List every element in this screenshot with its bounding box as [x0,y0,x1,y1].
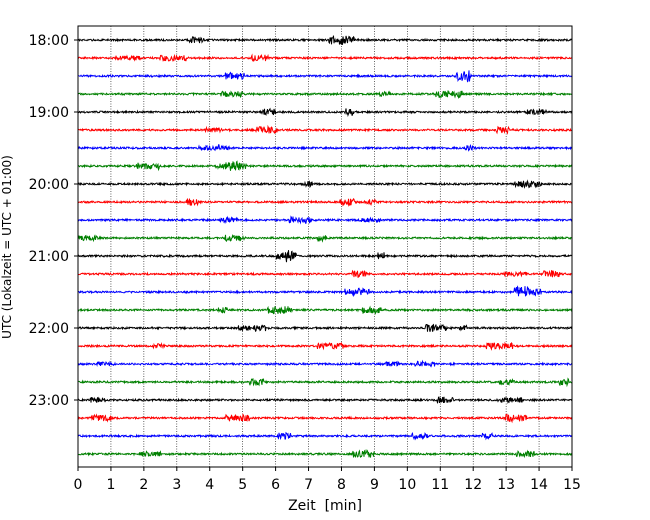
trace-line [77,124,573,135]
trace-line [77,143,573,152]
y-tick-label: 19:00 [29,105,69,121]
trace-line [77,70,573,83]
trace-line [77,449,573,459]
x-tick-label: 3 [172,477,181,493]
y-tick-label: 20:00 [29,177,69,193]
trace-line [77,198,573,208]
x-axis-label: Zeit [min] [288,498,362,514]
trace-line [77,413,573,424]
x-tick-label: 6 [271,477,280,493]
x-tick-label: 11 [431,477,449,493]
trace-line [77,107,573,118]
trace-line [77,250,573,263]
trace-line [77,269,573,278]
trace-line [77,160,573,172]
trace-line [77,215,573,225]
plot-frame [77,25,573,468]
trace-line [77,341,573,351]
trace-line [77,90,573,100]
grid-lines [110,26,540,467]
x-tick-label: 0 [74,477,83,493]
trace-line [77,431,573,441]
x-tick-label: 4 [205,477,214,493]
x-tick-label: 7 [304,477,313,493]
trace-line [77,179,573,189]
y-tick-label: 18:00 [29,33,69,49]
x-axis-ticks: 0 1 2 3 4 5 6 7 8 9 10 11 12 13 14 15 [74,467,581,493]
x-tick-label: 13 [497,477,515,493]
seismogram-traces [77,35,573,459]
trace-line [77,377,573,388]
x-tick-label: 15 [563,477,581,493]
trace-line [77,359,573,368]
x-tick-label: 14 [530,477,548,493]
y-axis-ticks: 18:00 19:00 20:00 21:00 22:00 23:00 [29,33,78,409]
trace-line [77,233,573,243]
y-tick-label: 22:00 [29,321,69,337]
x-tick-label: 9 [370,477,379,493]
trace-line [77,305,573,315]
trace-line [77,35,573,45]
trace-line [77,395,573,404]
x-tick-label: 5 [238,477,247,493]
trace-line [77,323,573,333]
trace-line [77,53,573,62]
x-tick-label: 8 [337,477,346,493]
y-axis-label: UTC (Lokalzeit = UTC + 01:00) [0,155,14,339]
trace-line [77,285,573,297]
x-tick-label: 1 [106,477,115,493]
x-tick-label: 2 [139,477,148,493]
x-tick-label: 10 [398,477,416,493]
x-tick-label: 12 [464,477,482,493]
y-tick-label: 21:00 [29,249,69,265]
y-tick-label: 23:00 [29,393,69,409]
